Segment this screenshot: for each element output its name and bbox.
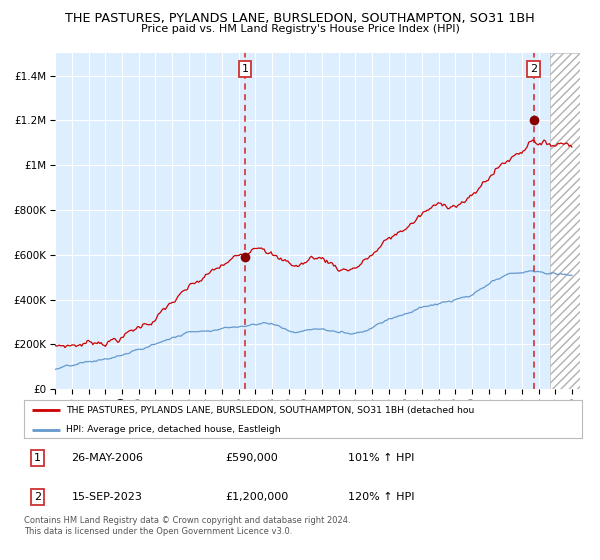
- Text: £1,200,000: £1,200,000: [225, 492, 288, 502]
- Text: HPI: Average price, detached house, Eastleigh: HPI: Average price, detached house, East…: [66, 425, 280, 434]
- Text: £590,000: £590,000: [225, 453, 278, 463]
- Text: Contains HM Land Registry data © Crown copyright and database right 2024.
This d: Contains HM Land Registry data © Crown c…: [24, 516, 350, 536]
- Text: 1: 1: [34, 453, 41, 463]
- Text: 1: 1: [242, 64, 248, 74]
- Text: 15-SEP-2023: 15-SEP-2023: [71, 492, 142, 502]
- Text: THE PASTURES, PYLANDS LANE, BURSLEDON, SOUTHAMPTON, SO31 1BH (detached hou: THE PASTURES, PYLANDS LANE, BURSLEDON, S…: [66, 405, 474, 414]
- Text: Price paid vs. HM Land Registry's House Price Index (HPI): Price paid vs. HM Land Registry's House …: [140, 24, 460, 34]
- Text: 2: 2: [530, 64, 537, 74]
- Text: 120% ↑ HPI: 120% ↑ HPI: [347, 492, 414, 502]
- Text: 101% ↑ HPI: 101% ↑ HPI: [347, 453, 414, 463]
- Text: 2: 2: [34, 492, 41, 502]
- Text: THE PASTURES, PYLANDS LANE, BURSLEDON, SOUTHAMPTON, SO31 1BH: THE PASTURES, PYLANDS LANE, BURSLEDON, S…: [65, 12, 535, 25]
- Bar: [550, 53, 580, 389]
- Text: 26-MAY-2006: 26-MAY-2006: [71, 453, 143, 463]
